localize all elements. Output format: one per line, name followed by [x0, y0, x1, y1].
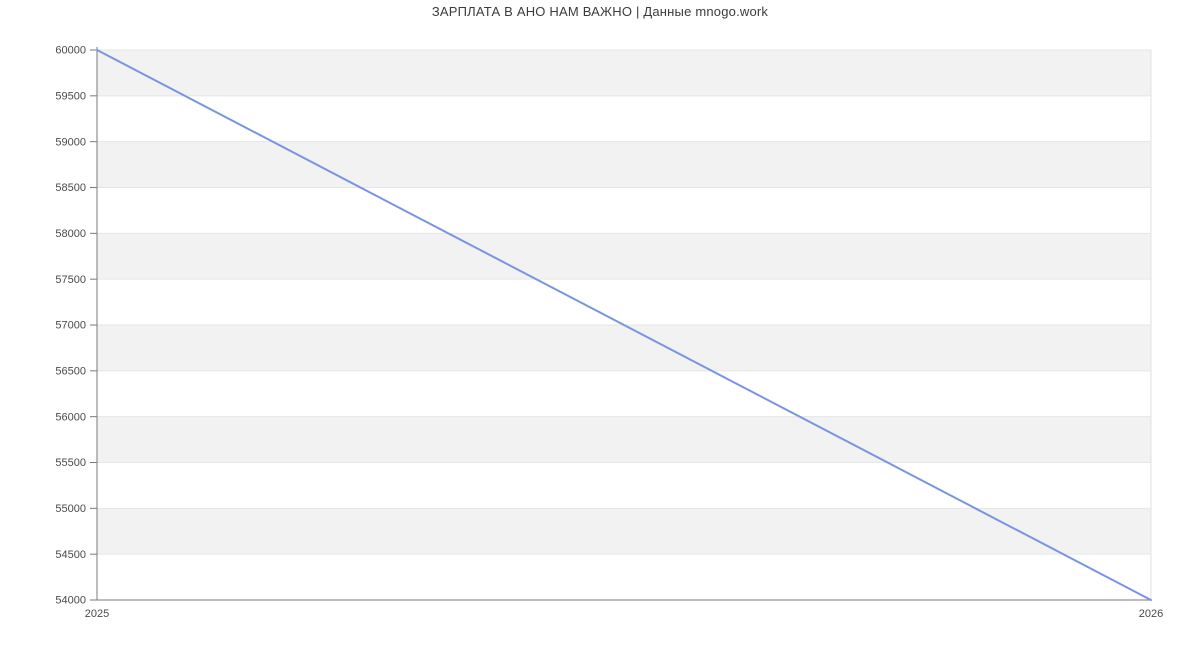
plot-band: [97, 141, 1151, 188]
x-tick-label: 2026: [1139, 608, 1163, 620]
plot-band: [97, 325, 1151, 371]
y-tick-label: 55000: [55, 503, 86, 515]
y-tick-label: 59500: [55, 90, 86, 102]
x-tick-label: 2025: [85, 608, 109, 620]
plot-band: [97, 416, 1151, 463]
y-tick-label: 59000: [55, 136, 86, 148]
y-tick-label: 58000: [55, 228, 86, 240]
y-tick-label: 57500: [55, 274, 86, 286]
salary-series-line: [96, 49, 1152, 601]
y-tick-label: 55500: [55, 457, 86, 469]
chart-title: ЗАРПЛАТА В АНО НАМ ВАЖНО | Данные mnogo.…: [431, 4, 769, 19]
plot-band: [97, 508, 1151, 555]
y-tick-label: 58500: [55, 182, 86, 194]
plot-band: [97, 50, 1151, 96]
y-tick-label: 56000: [55, 411, 86, 423]
y-tick-label: 54000: [55, 595, 86, 607]
y-tick-label: 60000: [55, 45, 86, 57]
y-tick-label: 54500: [55, 549, 86, 561]
y-tick-label: 57000: [55, 320, 86, 332]
plot-band: [97, 233, 1151, 280]
y-tick-label: 56500: [55, 365, 86, 377]
